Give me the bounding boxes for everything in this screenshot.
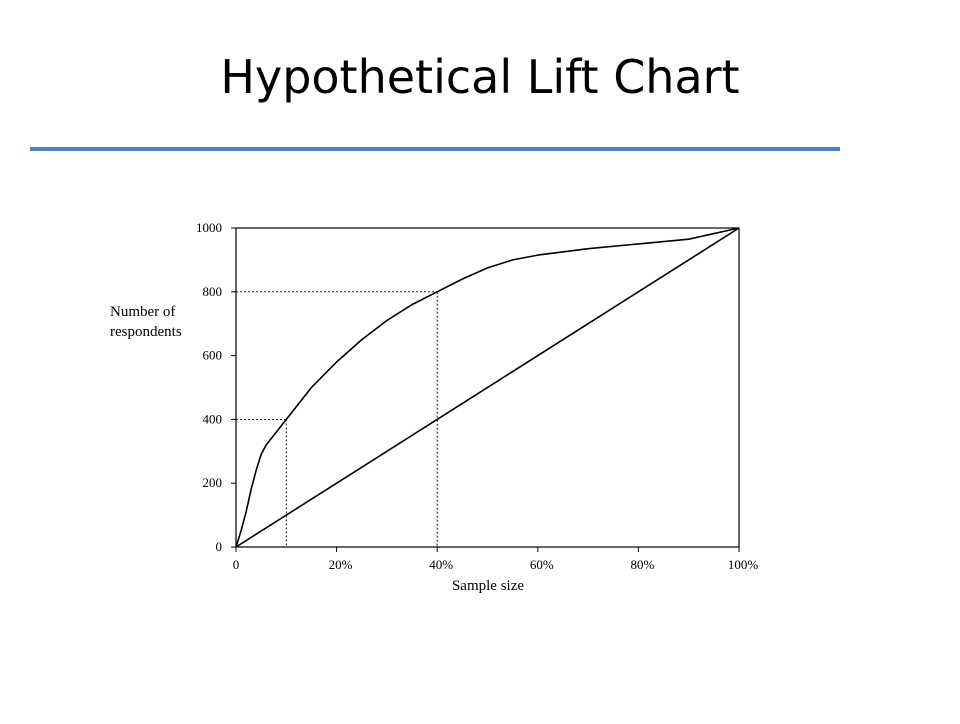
x-tick-label: 60%: [530, 557, 554, 572]
x-axis-label: Sample size: [452, 578, 524, 594]
x-axis-ticks: 0 20% 40% 60% 80% 100%: [233, 547, 759, 572]
baseline-diagonal-line: [235, 227, 740, 548]
y-tick-label: 0: [216, 539, 223, 554]
y-tick-label: 600: [203, 348, 223, 363]
x-tick-label: 80%: [630, 557, 654, 572]
slide-title: Hypothetical Lift Chart: [220, 50, 740, 104]
y-tick-label: 200: [203, 475, 223, 490]
y-tick-label: 400: [203, 411, 223, 426]
title-divider: [30, 147, 840, 151]
plot-frame: [235, 227, 740, 548]
x-tick-label: 0: [233, 557, 240, 572]
series-group: [235, 227, 740, 548]
y-tick-label: 1000: [196, 220, 222, 235]
y-axis-label-line-1: Number of: [110, 304, 175, 320]
x-tick-label: 40%: [429, 557, 453, 572]
x-tick-label: 20%: [329, 557, 353, 572]
y-axis-label-line-2: respondents: [110, 324, 182, 340]
y-axis-ticks: 0 200 400 600 800 1000: [196, 220, 236, 554]
y-tick-label: 800: [203, 284, 223, 299]
reference-lines: [236, 291, 438, 547]
lift-curve-line: [235, 227, 740, 548]
x-tick-label: 100%: [728, 557, 759, 572]
